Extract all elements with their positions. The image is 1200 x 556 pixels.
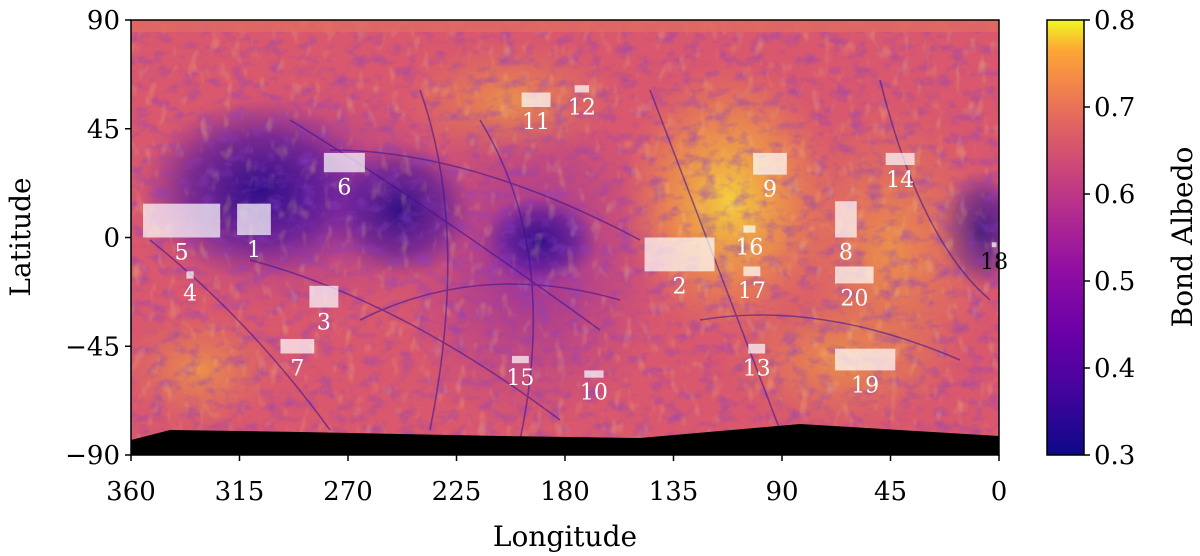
region-label-15: 15: [506, 366, 534, 391]
region-box-10: [584, 370, 604, 378]
region-label-12: 12: [568, 96, 596, 121]
region-label-5: 5: [175, 241, 189, 266]
region-label-10: 10: [580, 381, 608, 406]
region-box-20: [835, 266, 874, 284]
region-label-14: 14: [886, 168, 914, 193]
region-label-9: 9: [763, 178, 777, 203]
region-box-6: [323, 152, 365, 173]
region-label-19: 19: [851, 373, 879, 398]
x-tick-label: 225: [432, 477, 482, 507]
region-label-2: 2: [673, 274, 687, 299]
x-tick-label: 45: [874, 477, 907, 507]
region-label-8: 8: [839, 241, 853, 266]
x-axis-label: Longitude: [493, 520, 637, 553]
region-box-13: [748, 343, 766, 354]
region-box-8: [835, 201, 857, 238]
y-tick-label: −90: [65, 441, 120, 471]
region-box-2: [644, 237, 715, 272]
region-box-11: [521, 92, 551, 107]
region-label-6: 6: [337, 175, 351, 200]
region-box-19: [835, 348, 896, 371]
y-tick-label: −45: [65, 332, 120, 362]
colorbar-tick-label: 0.7: [1094, 93, 1135, 123]
region-box-18: [991, 242, 997, 248]
region-label-18: 18: [980, 250, 1008, 275]
colorbar-ticks: 0.3 0.4 0.5 0.6 0.7 0.8: [1084, 6, 1135, 471]
x-axis-ticks: 360 315 270 225 180 135 90 45 0: [106, 455, 1007, 507]
y-tick-label: 0: [103, 224, 120, 254]
x-tick-label: 270: [323, 477, 373, 507]
y-axis-ticks: 90 45 0 −45 −90: [65, 6, 131, 471]
region-label-13: 13: [743, 357, 771, 382]
region-box-12: [574, 85, 590, 93]
x-tick-label: 315: [215, 477, 265, 507]
x-tick-label: 90: [765, 477, 798, 507]
region-label-16: 16: [735, 236, 763, 261]
y-axis-label: Latitude: [4, 177, 37, 296]
x-tick-label: 135: [649, 477, 699, 507]
x-tick-label: 180: [540, 477, 590, 507]
colorbar-label: Bond Albedo: [1166, 147, 1199, 328]
region-box-3: [309, 285, 339, 308]
region-label-7: 7: [290, 357, 304, 382]
colorbar-tick-label: 0.5: [1094, 267, 1135, 297]
colorbar-tick-label: 0.6: [1094, 180, 1135, 210]
region-box-17: [743, 266, 761, 277]
y-tick-label: 45: [87, 115, 120, 145]
region-box-16: [743, 225, 756, 233]
colorbar-tick-label: 0.8: [1094, 6, 1135, 36]
x-tick-label: 0: [991, 477, 1008, 507]
albedo-map-image: [131, 20, 999, 455]
region-label-17: 17: [738, 279, 766, 304]
region-box-4: [186, 271, 194, 279]
colorbar-tick-label: 0.4: [1094, 354, 1135, 384]
region-box-15: [511, 355, 529, 364]
x-tick-label: 360: [106, 477, 156, 507]
region-label-4: 4: [183, 282, 197, 307]
region-label-20: 20: [840, 286, 868, 311]
region-box-7: [280, 339, 315, 354]
region-box-9: [753, 152, 787, 175]
colorbar: [1046, 19, 1085, 456]
colorbar-tick-label: 0.3: [1094, 441, 1135, 471]
region-box-5: [143, 203, 221, 238]
region-label-1: 1: [247, 238, 261, 263]
region-label-3: 3: [317, 311, 331, 336]
region-label-11: 11: [522, 110, 550, 135]
region-box-1: [237, 203, 271, 236]
region-box-14: [885, 152, 915, 165]
y-tick-label: 90: [87, 6, 120, 36]
